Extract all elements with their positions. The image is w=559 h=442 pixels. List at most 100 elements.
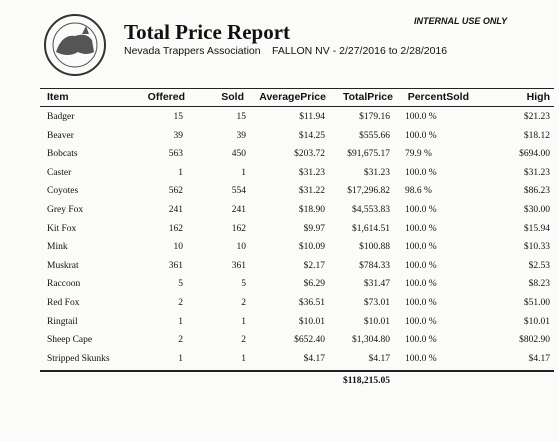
- item-name: Beaver: [47, 130, 74, 141]
- cell-value: 1: [178, 316, 183, 327]
- cell-value: $652.40: [294, 335, 325, 346]
- cell-value: 2: [178, 298, 183, 308]
- item-name: Ringtail: [47, 316, 78, 327]
- report-title: Total Price Report: [124, 20, 291, 44]
- cell-value: $18.90: [298, 205, 325, 215]
- cell-value: 2: [178, 335, 183, 346]
- item-name: Muskrat: [47, 260, 79, 271]
- item-name: Badger: [47, 112, 75, 122]
- cell-value: 100.0 %: [405, 112, 437, 122]
- cell-value: $31.23: [523, 167, 550, 178]
- cell-value: $86.23: [523, 186, 550, 197]
- column-header: High: [526, 91, 550, 103]
- cell-value: $31.23: [363, 167, 390, 178]
- cell-value: $1,304.80: [352, 335, 390, 346]
- cell-value: $21.23: [523, 112, 550, 122]
- cell-value: 1: [178, 353, 183, 364]
- cell-value: $4,553.83: [352, 205, 390, 215]
- cell-value: $14.25: [298, 130, 325, 141]
- grand-total: $118,215.05: [343, 376, 390, 386]
- item-name: Caster: [47, 167, 72, 178]
- cell-value: 2: [241, 335, 246, 346]
- cell-value: 554: [231, 186, 246, 197]
- cell-value: $31.23: [298, 167, 325, 178]
- cell-value: $8.23: [528, 279, 550, 290]
- cell-value: $6.29: [303, 279, 325, 290]
- cell-value: $179.16: [359, 112, 390, 122]
- cell-value: $36.51: [298, 298, 325, 308]
- cell-value: $1,614.51: [352, 223, 390, 234]
- column-header: Item: [47, 91, 69, 103]
- cell-value: $10.09: [298, 242, 325, 253]
- rule: [40, 88, 554, 89]
- column-header: AveragePrice: [259, 91, 326, 103]
- cell-value: $10.01: [363, 316, 390, 327]
- cell-value: 1: [241, 167, 246, 178]
- cell-value: $9.97: [303, 223, 325, 234]
- item-name: Raccoon: [47, 279, 81, 290]
- cell-value: $31.22: [298, 186, 325, 197]
- cell-value: $694.00: [519, 149, 550, 160]
- notice: INTERNAL USE ONLY: [414, 16, 508, 26]
- item-name: Red Fox: [47, 298, 80, 308]
- rule: [40, 106, 554, 107]
- cell-value: 162: [168, 223, 183, 234]
- column-header: TotalPrice: [343, 91, 393, 103]
- cell-value: $2.17: [303, 260, 325, 271]
- cell-value: 100.0 %: [405, 167, 437, 178]
- cell-value: 100.0 %: [405, 316, 437, 327]
- cell-value: 100.0 %: [405, 298, 437, 308]
- cell-value: $10.33: [523, 242, 550, 253]
- item-name: Stripped Skunks: [47, 353, 110, 364]
- column-header: Offered: [147, 91, 185, 103]
- item-name: Bobcats: [47, 149, 78, 160]
- cell-value: $4.17: [528, 353, 550, 364]
- cell-value: 241: [168, 205, 183, 215]
- rule: [40, 370, 554, 372]
- item-name: Sheep Cape: [47, 335, 93, 346]
- cell-value: $100.88: [359, 242, 390, 253]
- cell-value: 162: [231, 223, 246, 234]
- cell-value: 39: [236, 130, 247, 141]
- column-header: Sold: [221, 91, 244, 103]
- cell-value: 39: [173, 130, 184, 141]
- cell-value: 98.6 %: [405, 186, 432, 197]
- cell-value: $18.12: [523, 130, 550, 141]
- cell-value: 100.0 %: [405, 205, 437, 215]
- cell-value: 10: [173, 242, 184, 253]
- cell-value: 100.0 %: [405, 260, 437, 271]
- cell-value: $784.33: [359, 260, 390, 271]
- cell-value: 1: [241, 353, 246, 364]
- cell-value: 1: [178, 167, 183, 178]
- cell-value: $10.01: [298, 316, 325, 327]
- cell-value: $4.17: [368, 353, 390, 364]
- item-name: Coyotes: [47, 186, 79, 197]
- cell-value: 100.0 %: [405, 279, 437, 290]
- cell-value: 5: [241, 279, 246, 290]
- cell-value: 100.0 %: [405, 223, 437, 234]
- logo: [44, 14, 106, 76]
- cell-value: 79.9 %: [405, 149, 432, 160]
- cell-value: 100.0 %: [405, 353, 437, 364]
- organization: Nevada Trappers Association: [124, 45, 261, 57]
- date-range: FALLON NV - 2/27/2016 to 2/28/2016: [272, 45, 448, 57]
- cell-value: $555.66: [359, 130, 390, 141]
- item-name: Mink: [47, 242, 68, 253]
- item-name: Kit Fox: [47, 223, 77, 234]
- cell-value: $11.94: [299, 112, 325, 122]
- cell-value: $30.00: [523, 205, 550, 215]
- cell-value: 100.0 %: [405, 242, 437, 253]
- item-name: Grey Fox: [47, 205, 84, 215]
- column-header: PercentSold: [407, 91, 469, 103]
- cell-value: $802.90: [519, 335, 550, 346]
- cell-value: 5: [178, 279, 183, 290]
- cell-value: 450: [231, 149, 246, 160]
- cell-value: $73.01: [363, 298, 390, 308]
- cell-value: $203.72: [294, 149, 325, 160]
- cell-value: $17,296.82: [347, 186, 390, 197]
- cell-value: 15: [236, 112, 247, 122]
- cell-value: $91,675.17: [347, 149, 390, 160]
- cell-value: 10: [236, 242, 247, 253]
- cell-value: 1: [241, 316, 246, 327]
